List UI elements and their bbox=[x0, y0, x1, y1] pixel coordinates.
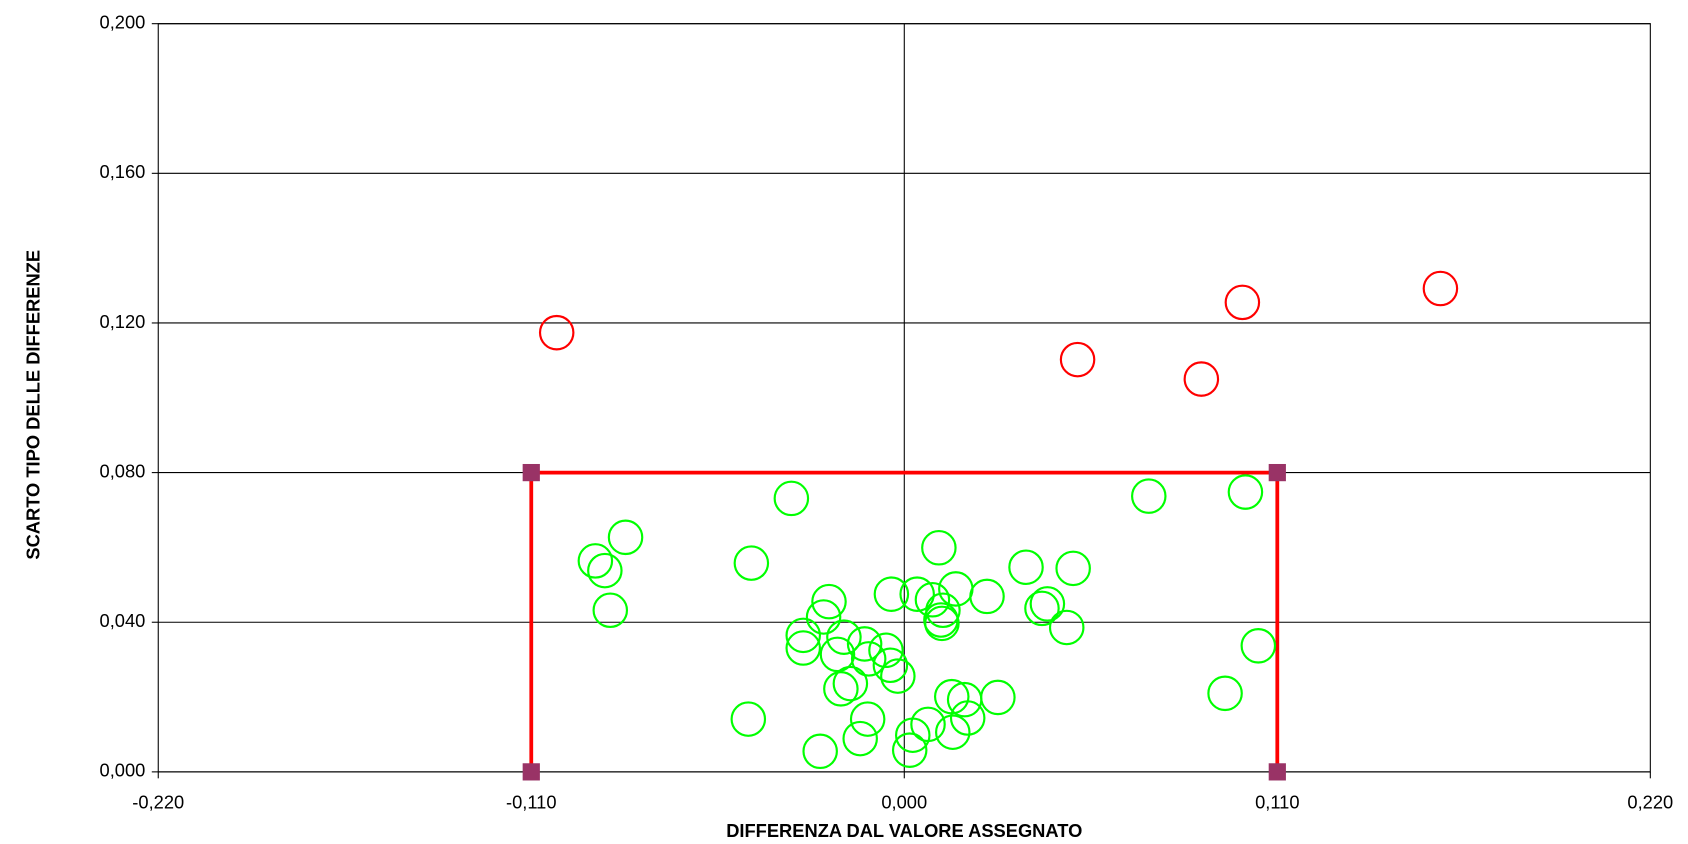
x-axis-title: DIFFERENZA DAL VALORE ASSEGNATO bbox=[726, 820, 1082, 841]
point bbox=[823, 671, 859, 707]
point bbox=[1422, 270, 1459, 307]
y-tick-label: 0,040 bbox=[100, 610, 146, 631]
point bbox=[1029, 586, 1066, 622]
point bbox=[538, 314, 575, 351]
point bbox=[826, 619, 862, 655]
point bbox=[819, 636, 856, 673]
point bbox=[1207, 675, 1243, 712]
point bbox=[880, 658, 916, 694]
point bbox=[733, 545, 770, 581]
point bbox=[910, 706, 946, 743]
x-tick-label: -0,220 bbox=[132, 791, 184, 812]
point bbox=[849, 701, 886, 737]
point bbox=[842, 720, 878, 757]
point bbox=[730, 701, 767, 737]
x-tick-label: -0,110 bbox=[506, 791, 557, 812]
point bbox=[522, 763, 540, 781]
point bbox=[522, 463, 540, 482]
point bbox=[980, 679, 1016, 716]
point bbox=[935, 714, 971, 750]
point bbox=[785, 630, 821, 666]
point bbox=[805, 599, 842, 635]
y-tick-label: 0,200 bbox=[100, 12, 146, 33]
y-tick-label: 0,120 bbox=[100, 311, 146, 332]
point bbox=[773, 480, 810, 517]
point bbox=[1048, 609, 1085, 646]
y-tick-label: 0,160 bbox=[100, 161, 146, 182]
series-line bbox=[529, 470, 1280, 772]
y-tick-label: 0,080 bbox=[100, 460, 146, 481]
point bbox=[868, 632, 904, 669]
point bbox=[921, 530, 957, 566]
point bbox=[1131, 478, 1167, 514]
point bbox=[811, 583, 847, 620]
y-tick-label: 0,000 bbox=[100, 760, 146, 781]
point bbox=[914, 582, 951, 618]
point bbox=[949, 700, 986, 736]
point bbox=[1008, 549, 1044, 586]
point bbox=[832, 665, 869, 702]
point bbox=[899, 576, 935, 612]
point bbox=[785, 617, 821, 654]
point bbox=[873, 576, 910, 612]
point bbox=[872, 647, 909, 684]
point bbox=[1024, 590, 1060, 627]
point bbox=[802, 733, 838, 770]
point bbox=[924, 605, 960, 642]
point bbox=[1268, 463, 1286, 482]
point bbox=[1183, 361, 1220, 397]
point bbox=[891, 732, 928, 768]
point bbox=[1240, 628, 1277, 664]
point bbox=[1224, 284, 1261, 321]
point bbox=[1227, 474, 1264, 510]
point bbox=[850, 641, 887, 677]
point bbox=[1268, 763, 1286, 781]
point bbox=[577, 543, 614, 579]
point bbox=[592, 592, 629, 629]
y-axis-title: SCARTO TIPO DELLE DIFFERENZE bbox=[22, 250, 43, 560]
x-tick-label: 0,000 bbox=[881, 791, 927, 812]
point bbox=[587, 552, 623, 589]
point bbox=[1059, 341, 1096, 378]
x-tick-label: 0,110 bbox=[1255, 791, 1299, 812]
x-tick-label: 0,220 bbox=[1627, 791, 1673, 812]
point bbox=[846, 626, 883, 662]
point bbox=[1055, 550, 1091, 587]
point bbox=[607, 519, 644, 556]
point bbox=[969, 578, 1005, 615]
